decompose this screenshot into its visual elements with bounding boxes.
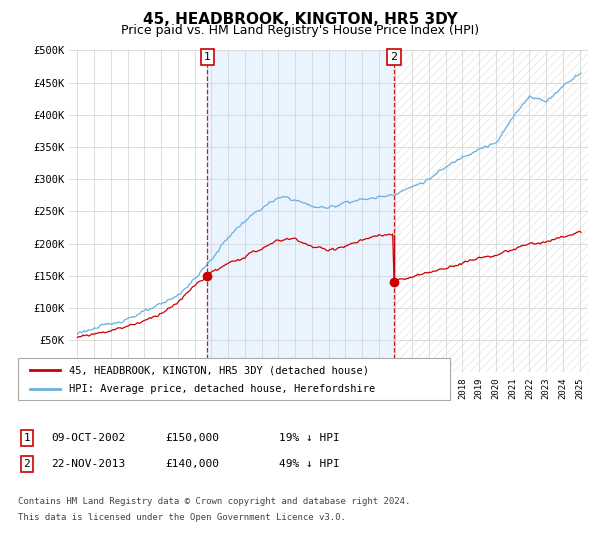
Text: 09-OCT-2002: 09-OCT-2002 bbox=[51, 433, 125, 443]
Text: 49% ↓ HPI: 49% ↓ HPI bbox=[279, 459, 340, 469]
Text: 22-NOV-2013: 22-NOV-2013 bbox=[51, 459, 125, 469]
Text: Price paid vs. HM Land Registry's House Price Index (HPI): Price paid vs. HM Land Registry's House … bbox=[121, 24, 479, 37]
Bar bbox=[394, 50, 588, 372]
Text: 19% ↓ HPI: 19% ↓ HPI bbox=[279, 433, 340, 443]
Text: Contains HM Land Registry data © Crown copyright and database right 2024.: Contains HM Land Registry data © Crown c… bbox=[18, 497, 410, 506]
Text: This data is licensed under the Open Government Licence v3.0.: This data is licensed under the Open Gov… bbox=[18, 514, 346, 522]
Text: £150,000: £150,000 bbox=[165, 433, 219, 443]
Text: HPI: Average price, detached house, Herefordshire: HPI: Average price, detached house, Here… bbox=[69, 384, 375, 394]
Text: 2: 2 bbox=[23, 459, 31, 469]
Text: 2: 2 bbox=[390, 52, 397, 62]
Text: 45, HEADBROOK, KINGTON, HR5 3DY (detached house): 45, HEADBROOK, KINGTON, HR5 3DY (detache… bbox=[69, 365, 369, 375]
Bar bbox=[208, 50, 394, 372]
Text: 45, HEADBROOK, KINGTON, HR5 3DY: 45, HEADBROOK, KINGTON, HR5 3DY bbox=[143, 12, 457, 27]
Text: 1: 1 bbox=[23, 433, 31, 443]
Text: £140,000: £140,000 bbox=[165, 459, 219, 469]
Text: 1: 1 bbox=[204, 52, 211, 62]
